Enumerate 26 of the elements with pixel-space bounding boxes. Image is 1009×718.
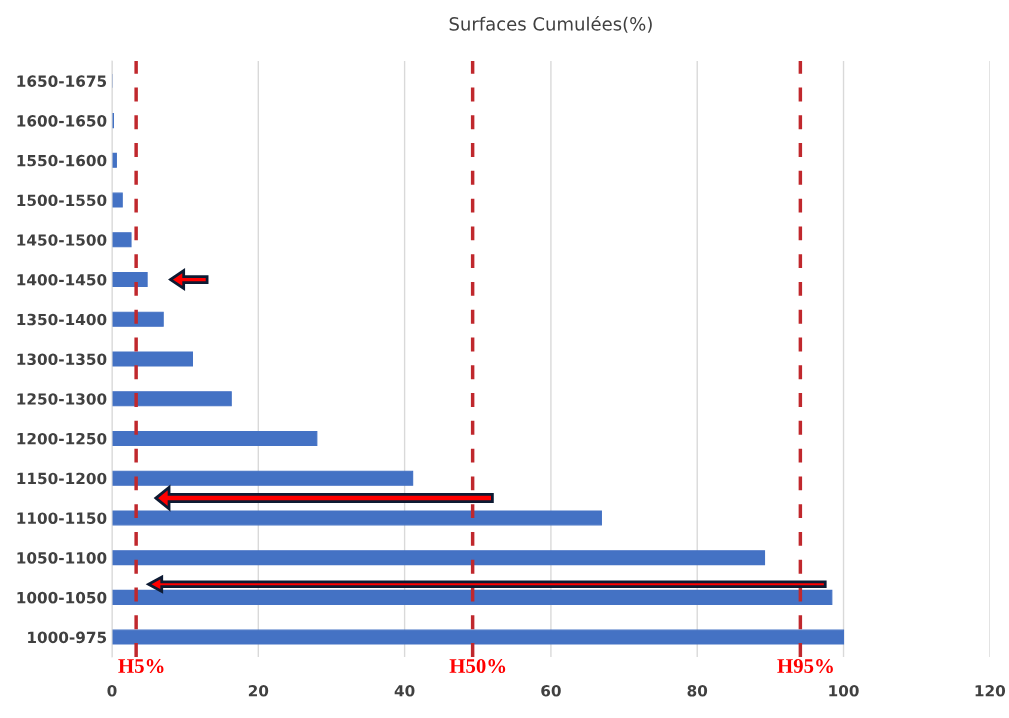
x-tick-label: 120 — [975, 685, 1006, 697]
y-tick-label: 1000-1050 — [17, 591, 107, 604]
y-tick-label: 1000-975 — [28, 631, 107, 644]
y-tick-label: 1550-1600 — [17, 154, 107, 167]
ref-line-label: H5% — [118, 658, 164, 674]
y-tick-label: 1500-1550 — [17, 194, 107, 207]
x-tick-label: 100 — [829, 685, 859, 697]
y-tick-label: 1450-1500 — [17, 234, 107, 246]
y-tick-label: 1600-1650 — [17, 115, 107, 127]
x-tick-label: 0 — [107, 685, 117, 697]
y-tick-label: 1050-1100 — [17, 552, 107, 564]
y-tick-label: 1400-1450 — [17, 274, 107, 286]
ref-line-label: H50% — [449, 658, 506, 674]
y-tick-label: 1100-1150 — [17, 512, 107, 524]
chart-title: Surfaces Cumulées(%) — [449, 16, 652, 33]
y-tick-label: 1150-1200 — [17, 472, 107, 485]
x-tick-label: 20 — [248, 685, 269, 697]
y-tick-label: 1250-1300 — [17, 393, 107, 405]
y-tick-label: 1350-1400 — [17, 313, 107, 326]
y-tick-label: 1650-1675 — [17, 75, 107, 87]
y-tick-label: 1300-1350 — [17, 353, 107, 366]
ref-line-label: H95% — [777, 658, 833, 674]
x-tick-label: 40 — [394, 685, 415, 697]
y-tick-label: 1200-1250 — [17, 432, 107, 445]
x-tick-label: 60 — [541, 685, 561, 697]
x-tick-label: 80 — [687, 685, 708, 697]
